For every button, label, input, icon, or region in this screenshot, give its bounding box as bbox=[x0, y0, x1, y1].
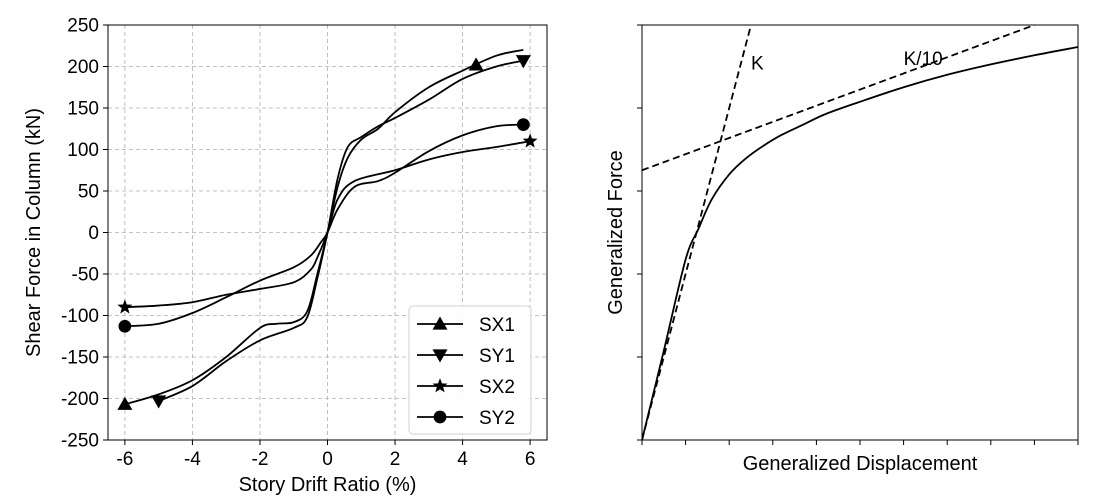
left-ticks: -6 -4 -2 0 2 4 6 -250 -200 -150 -100 -50 0 50 100 150 20… bbox=[61, 16, 535, 471]
marker-sy2 bbox=[516, 118, 530, 131]
marker-sx1 bbox=[468, 57, 484, 71]
left-x-tick-label: -4 bbox=[184, 449, 201, 470]
left-y-tick-label: -150 bbox=[61, 348, 99, 369]
legend-entry: SY1 bbox=[417, 346, 515, 367]
left-x-axis-label: Story Drift Ratio (%) bbox=[239, 474, 417, 496]
marker-sy2 bbox=[118, 319, 132, 333]
legend-marker bbox=[432, 349, 448, 363]
marker-sx1 bbox=[117, 396, 133, 410]
left-y-tick-label: 0 bbox=[88, 223, 99, 244]
legend-entry: SY2 bbox=[417, 408, 515, 429]
left-x-tick-label: -6 bbox=[116, 449, 133, 470]
pushover-curve bbox=[642, 46, 1078, 440]
legend-entry: SX1 bbox=[417, 315, 515, 336]
right-series-group bbox=[642, 25, 1078, 440]
left-y-tick-label: 50 bbox=[78, 182, 99, 203]
marker-sy1 bbox=[151, 395, 167, 409]
legend-entry: SX2 bbox=[417, 377, 515, 398]
left-y-tick-label: 100 bbox=[67, 140, 99, 161]
left-y-tick-label: 200 bbox=[67, 57, 99, 78]
marker-sx2 bbox=[117, 299, 133, 314]
secondary-stiffness-line bbox=[642, 25, 1035, 172]
legend-label: SX1 bbox=[479, 315, 515, 336]
left-y-tick-label: -250 bbox=[61, 431, 99, 452]
legend-box bbox=[408, 305, 532, 435]
left-y-axis-label: Shear Force in Column (kN) bbox=[23, 108, 45, 357]
marker-sy1 bbox=[515, 55, 531, 69]
pushover-chart: Generalized Displacement Generalized For… bbox=[605, 24, 1079, 475]
left-y-tick-label: 250 bbox=[67, 16, 99, 37]
series-line-sy2 bbox=[124, 123, 524, 328]
left-x-tick-label: 0 bbox=[322, 449, 333, 470]
legend-label: SY1 bbox=[479, 346, 515, 367]
right-x-axis-label: Generalized Displacement bbox=[743, 453, 978, 475]
legend-marker bbox=[433, 410, 447, 424]
legend-label: SY2 bbox=[479, 408, 515, 429]
hysteresis-chart: -6 -4 -2 0 2 4 6 -250 -200 -150 -100 -50 0 50 100 150 20… bbox=[23, 16, 548, 496]
legend-marker bbox=[432, 378, 448, 393]
left-x-tick-label: -2 bbox=[252, 449, 269, 470]
legend: SX1 SY1 SX2 SY2 bbox=[408, 305, 532, 435]
left-series-group bbox=[117, 49, 538, 410]
left-y-tick-label: -50 bbox=[72, 265, 99, 286]
left-y-tick-label: 150 bbox=[67, 99, 99, 120]
right-plot-frame bbox=[641, 24, 1079, 441]
series-line-sx2 bbox=[124, 140, 531, 309]
left-x-tick-label: 2 bbox=[390, 449, 401, 470]
left-y-tick-label: -100 bbox=[61, 306, 99, 327]
left-y-tick-label: -200 bbox=[61, 389, 99, 410]
series-line-sy1 bbox=[158, 59, 524, 402]
left-x-tick-label: 6 bbox=[525, 449, 536, 470]
marker-sx2 bbox=[522, 133, 538, 148]
annotation-label: K bbox=[751, 53, 764, 74]
right-y-axis-label: Generalized Force bbox=[605, 150, 627, 315]
legend-marker bbox=[432, 316, 448, 330]
right-ticks bbox=[637, 24, 1079, 445]
right-annotations: K K/10 bbox=[751, 49, 943, 74]
initial-stiffness-line bbox=[642, 25, 752, 440]
legend-label: SX2 bbox=[479, 377, 515, 398]
annotation-label: K/10 bbox=[904, 49, 943, 70]
left-x-tick-label: 4 bbox=[457, 449, 468, 470]
